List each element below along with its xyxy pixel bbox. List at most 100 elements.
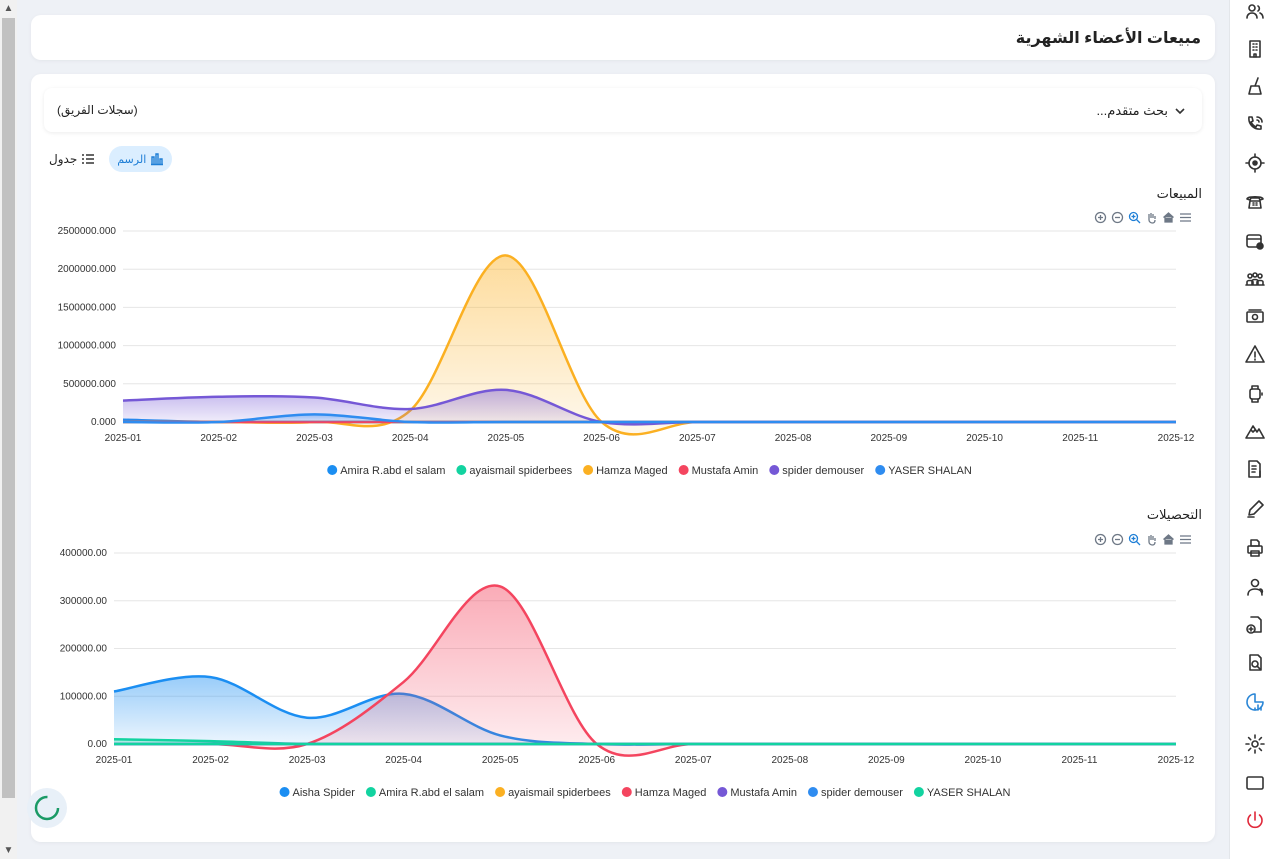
legend-label: Aisha Spider — [293, 787, 356, 799]
advanced-search-toggle[interactable]: بحث متقدم... — [1096, 103, 1186, 119]
zoom-out-icon[interactable] — [1111, 211, 1124, 224]
y-tick-label: 400000.00 — [60, 548, 108, 559]
money-icon[interactable] — [1243, 305, 1267, 329]
legend-label: Amira R.abd el salam — [379, 787, 484, 799]
pan-hand-icon[interactable] — [1145, 533, 1158, 546]
y-tick-label: 0.00 — [88, 739, 108, 750]
legend-item[interactable]: Mustafa Amin — [717, 787, 797, 799]
menu-icon[interactable] — [1179, 533, 1192, 546]
legend-item[interactable]: Aisha Spider — [279, 787, 356, 799]
page-title: مبيعات الأعضاء الشهرية — [1015, 30, 1201, 47]
legend-label: Mustafa Amin — [692, 465, 759, 477]
legend-item[interactable]: Amira R.abd el salam — [365, 787, 484, 799]
reset-home-icon[interactable] — [1162, 211, 1175, 224]
legend-item[interactable]: Hamza Maged — [621, 787, 707, 799]
broom-icon[interactable] — [1243, 74, 1267, 98]
scroll-down-arrow-icon[interactable]: ▼ — [3, 845, 14, 856]
users-icon[interactable] — [1243, 0, 1267, 24]
table-view-button[interactable]: جدول — [49, 152, 95, 166]
y-tick-label: 0.000 — [91, 417, 116, 428]
legend-marker — [327, 465, 338, 475]
telephone-icon[interactable] — [1243, 189, 1267, 213]
legend-item[interactable]: ayaismail spiderbees — [495, 787, 611, 799]
legend-label: Mustafa Amin — [730, 787, 797, 799]
legend-marker — [769, 465, 780, 475]
series-area — [123, 389, 1176, 425]
x-tick-label: 2025-05 — [482, 755, 519, 766]
x-tick-label: 2025-05 — [488, 433, 525, 444]
x-tick-label: 2025-10 — [966, 433, 1003, 444]
legend-item[interactable]: Amira R.abd el salam — [327, 465, 445, 477]
power-icon[interactable] — [1243, 808, 1267, 832]
collections-area-chart[interactable]: 0.00 100000.00 200000.00 300000.00 400000.00… — [0, 0, 1230, 859]
chart-view-button[interactable]: الرسم — [109, 146, 173, 172]
legend-item[interactable]: YASER SHALAN — [875, 465, 972, 477]
sales-area-chart[interactable]: 0.000 500000.000 1000000.000 1500000.000 200… — [0, 0, 1230, 859]
vertical-scrollbar[interactable]: ▲ ▼ — [0, 0, 17, 859]
selection-zoom-icon[interactable] — [1128, 211, 1141, 224]
selection-zoom-icon[interactable] — [1128, 533, 1141, 546]
y-tick-label: 2500000.000 — [58, 226, 117, 237]
zoom-out-icon[interactable] — [1111, 533, 1124, 546]
zoom-in-icon[interactable] — [1094, 533, 1107, 546]
x-tick-label: 2025-11 — [1061, 755, 1097, 766]
legend-item[interactable]: spider demouser — [769, 465, 865, 477]
bar-chart-icon — [151, 153, 164, 166]
reset-home-icon[interactable] — [1162, 533, 1175, 546]
team-icon[interactable] — [1243, 268, 1267, 292]
invoice-icon[interactable] — [1243, 457, 1267, 481]
location-target-icon[interactable] — [1243, 151, 1267, 175]
legend-item[interactable]: spider demouser — [807, 787, 903, 799]
legend-item[interactable]: YASER SHALAN — [913, 787, 1011, 799]
gear-icon[interactable] — [1243, 732, 1267, 756]
legend-marker — [495, 787, 506, 797]
legend-marker — [875, 465, 886, 475]
legend-item[interactable]: Hamza Maged — [583, 465, 668, 477]
document-add-icon[interactable] — [1243, 613, 1267, 637]
series-area — [114, 585, 1176, 756]
x-tick-label: 2025-12 — [1158, 433, 1195, 444]
warning-icon[interactable] — [1243, 342, 1267, 366]
printer-icon[interactable] — [1243, 536, 1267, 560]
scroll-up-arrow-icon[interactable]: ▲ — [3, 3, 14, 14]
menu-icon[interactable] — [1179, 211, 1192, 224]
series-area — [114, 676, 1176, 745]
view-toggle: جدول الرسم — [49, 146, 173, 172]
team-records-label: (سجلات الفريق) — [57, 103, 138, 117]
legend-label: spider demouser — [821, 787, 903, 799]
scrollbar-thumb[interactable] — [2, 18, 15, 798]
mountain-icon[interactable] — [1243, 419, 1267, 443]
legend-item[interactable]: Mustafa Amin — [678, 465, 759, 477]
legend-label: spider demouser — [782, 465, 864, 477]
sales-chart-toolbar — [1094, 211, 1192, 224]
y-tick-label: 2000000.000 — [58, 264, 117, 275]
y-tick-label: 200000.00 — [60, 644, 108, 655]
pen-icon[interactable] — [1243, 497, 1267, 521]
phone-call-icon[interactable] — [1243, 112, 1267, 136]
x-tick-label: 2025-08 — [775, 433, 812, 444]
watch-icon[interactable] — [1243, 382, 1267, 406]
legend-label: Amira R.abd el salam — [340, 465, 445, 477]
list-icon — [82, 154, 95, 164]
x-tick-label: 2025-01 — [105, 433, 142, 444]
series-line[interactable] — [122, 413, 1176, 424]
legend-marker — [365, 787, 376, 797]
chart-pie-icon[interactable] — [1243, 690, 1267, 714]
y-tick-label: 500000.000 — [63, 379, 116, 390]
pan-hand-icon[interactable] — [1145, 211, 1158, 224]
zoom-in-icon[interactable] — [1094, 211, 1107, 224]
user-support-icon[interactable] — [1243, 575, 1267, 599]
title-card: مبيعات الأعضاء الشهرية — [31, 15, 1215, 60]
building-icon[interactable] — [1243, 37, 1267, 61]
card-settings-icon[interactable] — [1243, 229, 1267, 253]
window-icon[interactable] — [1243, 771, 1267, 795]
legend-item[interactable]: ayaismail spiderbees — [456, 465, 573, 477]
advanced-search-panel[interactable]: بحث متقدم... (سجلات الفريق) — [44, 88, 1202, 132]
document-search-icon[interactable] — [1243, 651, 1267, 675]
x-tick-label: 2025-07 — [679, 433, 716, 444]
spinner-icon — [34, 795, 60, 821]
x-tick-label: 2025-04 — [392, 433, 429, 444]
right-sidebar — [1229, 0, 1279, 859]
legend-label: Hamza Maged — [635, 787, 707, 799]
legend-label: ayaismail spiderbees — [469, 465, 572, 477]
